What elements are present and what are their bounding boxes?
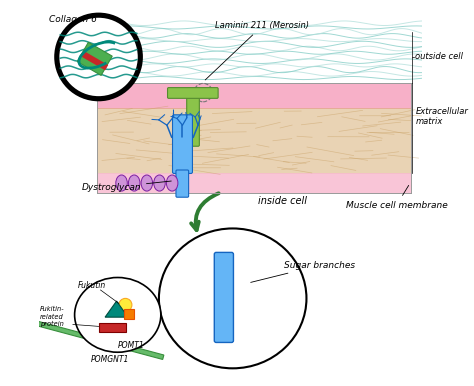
FancyBboxPatch shape: [124, 309, 134, 319]
FancyBboxPatch shape: [167, 88, 218, 98]
Text: POMT1: POMT1: [118, 341, 145, 350]
FancyBboxPatch shape: [97, 84, 411, 109]
Polygon shape: [29, 319, 164, 359]
FancyBboxPatch shape: [97, 173, 411, 193]
Circle shape: [58, 17, 139, 97]
Polygon shape: [81, 51, 108, 70]
Polygon shape: [105, 301, 128, 317]
Text: Sugar branches: Sugar branches: [251, 261, 356, 283]
Text: Laminin 211 (Merosin): Laminin 211 (Merosin): [205, 21, 310, 80]
Polygon shape: [77, 42, 112, 75]
Ellipse shape: [141, 175, 153, 191]
Ellipse shape: [116, 175, 128, 191]
Circle shape: [55, 14, 142, 100]
Text: Fukitin-
related
protein: Fukitin- related protein: [40, 306, 64, 327]
Text: outside cell: outside cell: [416, 52, 464, 61]
Text: Extracellular
matrix: Extracellular matrix: [416, 107, 468, 126]
Ellipse shape: [128, 175, 140, 191]
FancyBboxPatch shape: [176, 170, 189, 197]
Ellipse shape: [154, 175, 165, 191]
Ellipse shape: [74, 278, 161, 352]
Text: Collagen 6: Collagen 6: [49, 15, 97, 24]
Text: Fukutin: Fukutin: [78, 281, 107, 290]
Text: inside cell: inside cell: [257, 196, 307, 206]
FancyBboxPatch shape: [214, 252, 234, 342]
Circle shape: [119, 298, 132, 312]
FancyBboxPatch shape: [100, 323, 126, 332]
Text: Muscle cell membrane: Muscle cell membrane: [346, 185, 447, 210]
FancyBboxPatch shape: [187, 88, 200, 146]
Ellipse shape: [159, 229, 307, 368]
Text: Dystroglycan: Dystroglycan: [82, 181, 171, 192]
Text: POMGNT1: POMGNT1: [91, 355, 129, 364]
FancyBboxPatch shape: [173, 115, 192, 173]
FancyBboxPatch shape: [97, 108, 411, 174]
Ellipse shape: [166, 175, 178, 191]
